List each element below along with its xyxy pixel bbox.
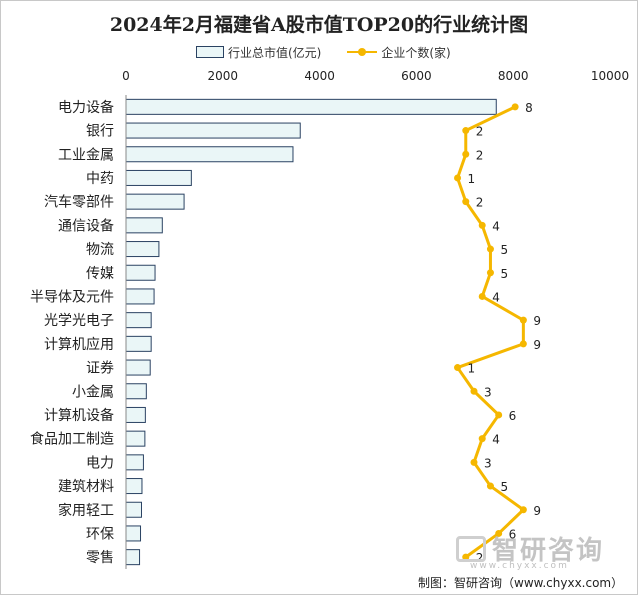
bar	[125, 406, 146, 423]
line-data-label: 1	[468, 362, 476, 376]
bar	[125, 122, 301, 139]
category-label: 小金属	[72, 384, 114, 400]
chart-title: 2024年2月福建省A股市值TOP20的行业统计图	[109, 14, 529, 36]
bar	[125, 525, 142, 542]
bar	[125, 241, 160, 258]
line-point	[495, 411, 503, 419]
x-tick-label: 2000	[208, 69, 239, 83]
legend-bar-swatch	[196, 46, 224, 58]
category-label: 电力	[86, 455, 114, 471]
line-data-label: 1	[468, 172, 476, 186]
line-data-label: 4	[492, 433, 500, 447]
bar	[125, 264, 156, 281]
category-label: 证券	[86, 361, 114, 377]
legend-line-swatch	[347, 46, 378, 58]
line-data-label: 9	[533, 338, 541, 352]
watermark-logo-icon	[456, 535, 486, 562]
bar	[125, 501, 142, 518]
bar	[125, 549, 141, 566]
category-label: 零售	[86, 550, 114, 566]
line-point	[486, 245, 494, 253]
line-series	[456, 105, 525, 559]
category-label: 半导体及元件	[30, 289, 114, 305]
legend-bar-label: 行业总市值(亿元)	[228, 45, 322, 60]
category-label: 家用轻工	[58, 502, 114, 519]
x-tick-label: 8000	[498, 69, 529, 83]
bar	[125, 98, 497, 115]
line-data-label: 2	[476, 196, 484, 210]
line-point	[470, 387, 478, 395]
category-label: 传媒	[86, 266, 114, 282]
bar	[125, 478, 143, 495]
category-label: 光学光电子	[44, 313, 114, 329]
line-point	[519, 340, 527, 348]
category-label: 建筑材料	[58, 479, 114, 495]
line-point	[462, 127, 470, 135]
line-data-label: 5	[500, 480, 508, 494]
line-data-label: 6	[509, 527, 517, 541]
x-tick-label: 0	[122, 69, 130, 83]
x-tick-label: 6000	[401, 69, 432, 83]
watermark-name: 智研咨询	[492, 536, 605, 566]
line-data-label: 2	[476, 551, 484, 565]
legend-line-label: 企业个数(家)	[381, 45, 451, 60]
watermark-url: www.chyxx.com	[470, 561, 569, 571]
line-point	[486, 482, 494, 490]
line-data-label: 3	[484, 385, 492, 399]
bar	[125, 359, 151, 376]
line-point	[454, 364, 462, 372]
line-data-label: 4	[492, 290, 500, 304]
category-label: 中药	[86, 171, 114, 187]
line-point	[519, 506, 527, 514]
category-label: 电力设备	[58, 99, 114, 116]
source-note: 制图：智研咨询（www.chyxx.com）	[418, 576, 624, 590]
line-point	[478, 221, 486, 229]
category-label: 计算机设备	[44, 407, 114, 424]
category-label: 计算机应用	[44, 336, 114, 353]
category-label: 物流	[86, 242, 114, 258]
line-point	[462, 198, 470, 206]
line-data-label: 9	[533, 504, 541, 518]
line-point	[495, 529, 503, 537]
category-label: 环保	[86, 526, 114, 542]
bar	[125, 169, 192, 186]
line-point	[470, 458, 478, 466]
line-data-label: 6	[509, 409, 517, 423]
line-point	[519, 316, 527, 324]
line-data-label: 2	[476, 125, 484, 139]
line-data-label: 5	[500, 267, 508, 281]
bar	[125, 383, 147, 400]
category-label: 工业金属	[58, 147, 114, 163]
line-data-label: 3	[484, 456, 492, 470]
bar	[125, 146, 294, 163]
line-point	[511, 103, 519, 111]
bar	[125, 335, 152, 352]
line-point	[478, 292, 486, 300]
line-data-label: 2	[476, 148, 484, 162]
x-tick-label: 10000	[591, 69, 629, 83]
watermark: 智研咨询	[456, 530, 604, 567]
category-label: 通信设备	[58, 217, 114, 234]
category-label: 银行	[86, 124, 114, 140]
bar	[125, 288, 155, 305]
bar	[125, 312, 152, 329]
line-data-label: 8	[525, 101, 533, 115]
bar	[125, 454, 144, 471]
bar	[125, 430, 146, 447]
category-label: 食品加工制造	[30, 431, 114, 448]
category-label: 汽车零部件	[44, 194, 114, 211]
legend: 行业总市值(亿元) 企业个数(家)	[196, 44, 451, 60]
bar	[125, 217, 163, 234]
line-point	[478, 435, 486, 443]
x-tick-label: 4000	[304, 69, 335, 83]
line-point	[486, 269, 494, 277]
line-point	[454, 174, 462, 182]
line-data-label: 5	[500, 243, 508, 257]
line-data-label: 9	[533, 314, 541, 328]
line-point	[462, 150, 470, 158]
line-data-label: 4	[492, 219, 500, 233]
bar	[125, 193, 185, 210]
